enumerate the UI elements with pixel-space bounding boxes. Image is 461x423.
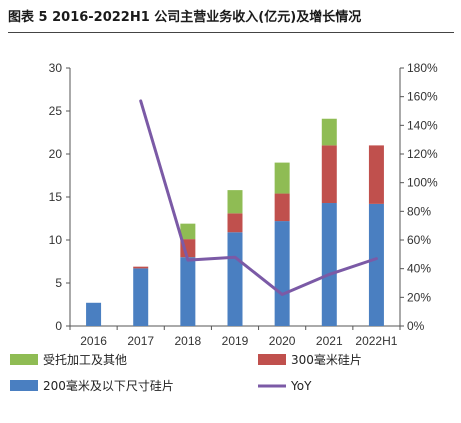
legend-label: YoY [290, 379, 312, 393]
bar-segment [274, 193, 290, 222]
bar-segment [180, 223, 196, 240]
right-tick-label: 80% [407, 204, 431, 218]
right-tick-label: 20% [407, 290, 431, 304]
legend-swatch [10, 380, 38, 391]
right-tick-label: 40% [407, 262, 431, 276]
bar-segment [368, 145, 384, 204]
legend-label: 300毫米硅片 [291, 352, 362, 367]
bar-segment [86, 302, 102, 326]
chart-title: 图表 5 2016-2022H1 公司主营业务收入(亿元)及增长情况 [8, 10, 362, 25]
x-tick-label: 2019 [222, 334, 249, 348]
left-tick-label: 25 [49, 104, 63, 118]
right-tick-label: 160% [407, 90, 438, 104]
legend-label: 受托加工及其他 [43, 353, 127, 367]
title-divider [8, 32, 454, 33]
left-tick-label: 15 [49, 190, 63, 204]
legend-label: 200毫米及以下尺寸硅片 [43, 378, 174, 393]
right-tick-label: 60% [407, 233, 431, 247]
x-tick-label: 2017 [127, 334, 154, 348]
x-tick-label: 2020 [269, 334, 296, 348]
bar-segment [321, 118, 337, 146]
bar-segment [227, 232, 243, 326]
bar-segment [274, 221, 290, 326]
bar-segment [133, 268, 149, 326]
right-tick-label: 140% [407, 118, 438, 132]
bar-segment [321, 203, 337, 326]
right-tick-label: 180% [407, 61, 438, 75]
x-tick-label: 2022H1 [355, 334, 397, 348]
right-tick-label: 0% [407, 319, 425, 333]
bar-segment [180, 257, 196, 326]
bar-segment [227, 190, 243, 214]
x-tick-label: 2021 [316, 334, 343, 348]
right-tick-label: 100% [407, 176, 438, 190]
legend-swatch [10, 354, 38, 365]
right-tick-label: 120% [407, 147, 438, 161]
left-tick-label: 30 [49, 61, 63, 75]
bar-segment [133, 266, 149, 269]
left-tick-label: 5 [55, 276, 62, 290]
yoy-line [139, 99, 378, 296]
bar-segment [321, 145, 337, 204]
legend-swatch [258, 354, 286, 365]
bar-segment [227, 213, 243, 233]
x-tick-label: 2016 [80, 334, 107, 348]
left-tick-label: 10 [49, 233, 63, 247]
left-tick-label: 20 [49, 147, 63, 161]
bar-segment [368, 203, 384, 326]
x-tick-label: 2018 [175, 334, 202, 348]
left-tick-label: 0 [55, 319, 62, 333]
bar-segment [274, 162, 290, 194]
